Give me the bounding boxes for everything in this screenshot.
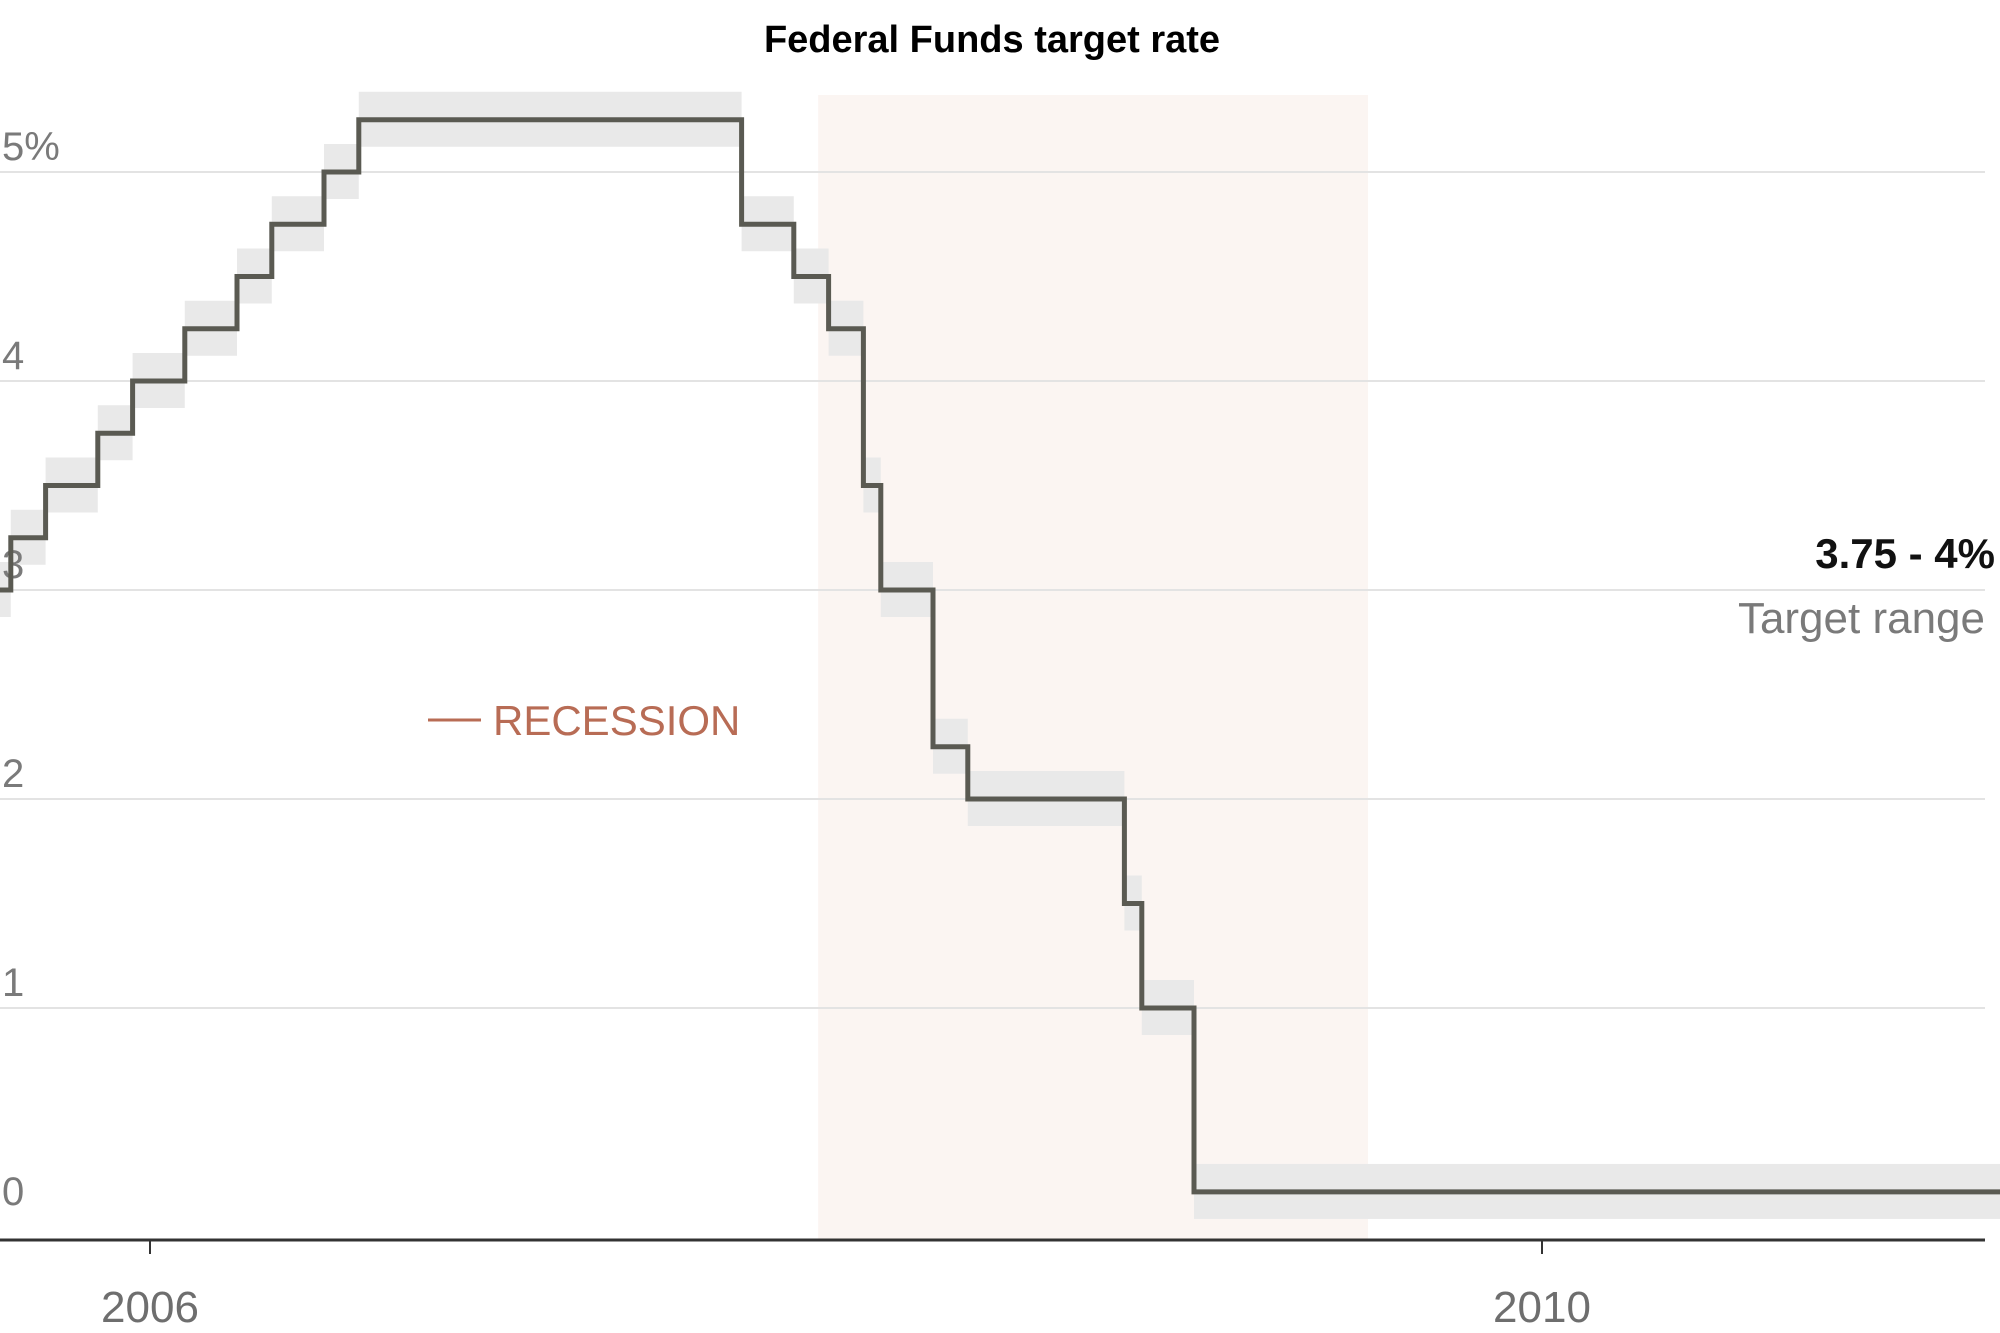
recession-legend-label: RECESSION <box>493 697 740 744</box>
recession-band <box>818 95 1368 1240</box>
y-tick-label: 4 <box>2 334 24 378</box>
annotation-value: 3.75 - 4% <box>1815 530 1995 577</box>
y-tick-label: 2 <box>2 752 24 796</box>
y-tick-label: 1 <box>2 961 24 1005</box>
rate-step-line <box>0 117 2000 1195</box>
recession-shading <box>818 95 1368 1240</box>
y-tick-label: 5% <box>2 125 60 169</box>
chart-title: Federal Funds target rate <box>764 19 1220 61</box>
annotation-label: Target range <box>1738 594 1985 643</box>
x-tick-label: 2006 <box>101 1283 199 1332</box>
x-tick-labels: 200620102014201820222026 <box>101 1240 1591 1332</box>
y-tick-label: 0 <box>2 1170 24 1214</box>
x-tick-label: 2010 <box>1493 1283 1591 1332</box>
